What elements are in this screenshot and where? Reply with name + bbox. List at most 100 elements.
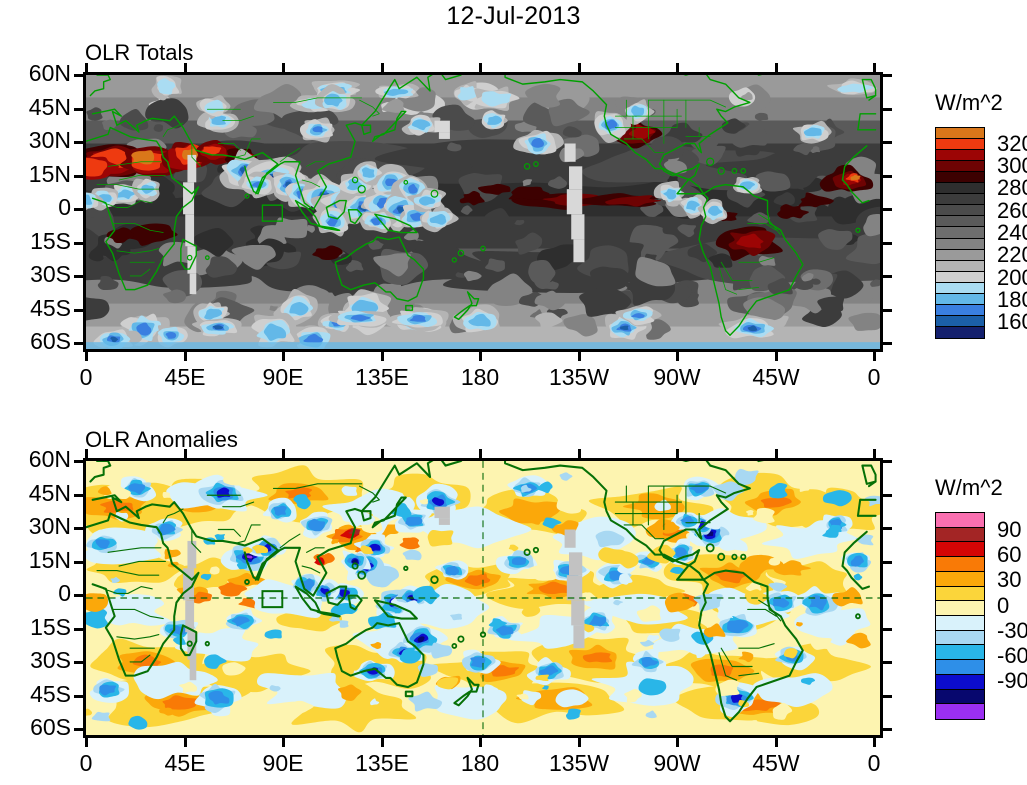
panel-title-anomalies: OLR Anomalies <box>85 427 238 452</box>
x-label-0-0: 0 <box>79 364 93 390</box>
colorbar-anomalies <box>935 512 985 720</box>
x-label-1-8: 0 <box>867 750 881 776</box>
x-tick-t-1-7 <box>775 449 778 458</box>
y-tick-r-0-6 <box>883 275 892 278</box>
x-label-1-4: 180 <box>460 750 500 776</box>
colorbar-band-6 <box>936 601 984 616</box>
y-label-0-7: 45S <box>30 295 71 321</box>
colorbar-band-7 <box>936 205 984 217</box>
y-label-1-1: 45N <box>28 480 71 506</box>
y-label-1-6: 30S <box>30 647 71 673</box>
y-label-0-2: 30N <box>28 127 71 153</box>
colorbar-tick-label-3: 260 <box>997 197 1027 223</box>
colorbar-tick-label-6: 200 <box>997 264 1027 290</box>
colorbar-band-17 <box>936 315 984 327</box>
y-label-0-0: 60N <box>28 60 71 86</box>
colorbar-band-10 <box>936 238 984 250</box>
y-tick-0-0 <box>74 74 83 77</box>
map-totals[interactable] <box>83 72 883 352</box>
x-tick-0-0 <box>85 352 88 361</box>
y-label-1-4: 0 <box>58 580 71 606</box>
colorbar-band-11 <box>936 674 984 690</box>
colorbar-band-0 <box>936 513 984 528</box>
x-tick-1-1 <box>184 738 187 747</box>
x-tick-0-2 <box>282 352 285 361</box>
colorbar-tick-label-1: 60 <box>997 542 1022 568</box>
colorbar-band-12 <box>936 689 984 705</box>
x-label-0-4: 180 <box>460 364 500 390</box>
y-tick-0-4 <box>74 208 83 211</box>
colorbar-band-15 <box>936 293 984 305</box>
y-tick-0-2 <box>74 141 83 144</box>
x-tick-1-2 <box>282 738 285 747</box>
colorbar-band-4 <box>936 172 984 184</box>
colorbar-band-5 <box>936 586 984 602</box>
x-tick-t-0-7 <box>775 63 778 72</box>
x-label-1-5: 135W <box>548 750 610 776</box>
y-tick-r-1-4 <box>883 594 892 597</box>
colorbar-band-13 <box>936 271 984 283</box>
x-label-1-0: 0 <box>79 750 93 776</box>
colorbar-band-3 <box>936 557 984 572</box>
y-label-1-0: 60N <box>28 446 71 472</box>
y-tick-r-1-3 <box>883 561 892 564</box>
colorbar-band-16 <box>936 304 984 316</box>
y-label-1-8: 60S <box>30 714 71 740</box>
colorbar-tick-label-0: 90 <box>997 516 1022 542</box>
colorbar-title-anomalies: W/m^2 <box>935 475 1003 500</box>
y-tick-r-0-7 <box>883 309 892 312</box>
x-tick-t-0-3 <box>381 63 384 72</box>
y-label-1-5: 15S <box>30 614 71 640</box>
x-tick-0-3 <box>381 352 384 361</box>
colorbar-band-7 <box>936 616 984 631</box>
x-label-0-7: 45W <box>752 364 800 390</box>
x-label-0-5: 135W <box>548 364 610 390</box>
y-tick-0-3 <box>74 175 83 178</box>
x-tick-0-1 <box>184 352 187 361</box>
x-label-1-2: 90E <box>262 750 304 776</box>
colorbar-band-9 <box>936 227 984 239</box>
x-tick-0-6 <box>676 352 679 361</box>
y-tick-1-3 <box>74 561 83 564</box>
x-tick-1-5 <box>578 738 581 747</box>
y-tick-0-7 <box>74 309 83 312</box>
y-tick-r-0-4 <box>883 208 892 211</box>
y-tick-0-8 <box>74 342 83 345</box>
colorbar-tick-label-5: -60 <box>997 643 1027 669</box>
y-tick-1-5 <box>74 628 83 631</box>
x-tick-t-1-0 <box>85 449 88 458</box>
colorbar-tick-label-5: 220 <box>997 242 1027 268</box>
x-tick-t-1-2 <box>282 449 285 458</box>
y-label-1-3: 15N <box>28 547 71 573</box>
y-tick-r-1-2 <box>883 527 892 530</box>
y-tick-r-0-2 <box>883 141 892 144</box>
x-tick-t-0-4 <box>479 63 482 72</box>
y-tick-r-0-5 <box>883 242 892 245</box>
y-tick-1-6 <box>74 661 83 664</box>
y-tick-r-0-1 <box>883 108 892 111</box>
y-tick-r-0-8 <box>883 342 892 345</box>
figure-title: 12-Jul-2013 <box>446 2 581 30</box>
y-tick-r-1-0 <box>883 460 892 463</box>
x-tick-t-0-2 <box>282 63 285 72</box>
colorbar-tick-label-4: 240 <box>997 220 1027 246</box>
y-tick-1-2 <box>74 527 83 530</box>
y-tick-r-1-1 <box>883 494 892 497</box>
x-tick-t-1-3 <box>381 449 384 458</box>
colorbar-band-14 <box>936 282 984 294</box>
x-tick-t-0-8 <box>873 63 876 72</box>
y-label-0-8: 60S <box>30 328 71 354</box>
y-tick-0-5 <box>74 242 83 245</box>
x-tick-t-1-1 <box>184 449 187 458</box>
x-tick-1-4 <box>479 738 482 747</box>
map-anomalies[interactable] <box>83 458 883 738</box>
y-label-1-7: 45S <box>30 681 71 707</box>
x-tick-0-5 <box>578 352 581 361</box>
x-label-1-7: 45W <box>752 750 800 776</box>
colorbar-band-9 <box>936 645 984 661</box>
colorbar-band-2 <box>936 542 984 558</box>
colorbar-band-5 <box>936 183 984 195</box>
colorbar-band-1 <box>936 527 984 543</box>
x-label-0-6: 90W <box>653 364 701 390</box>
